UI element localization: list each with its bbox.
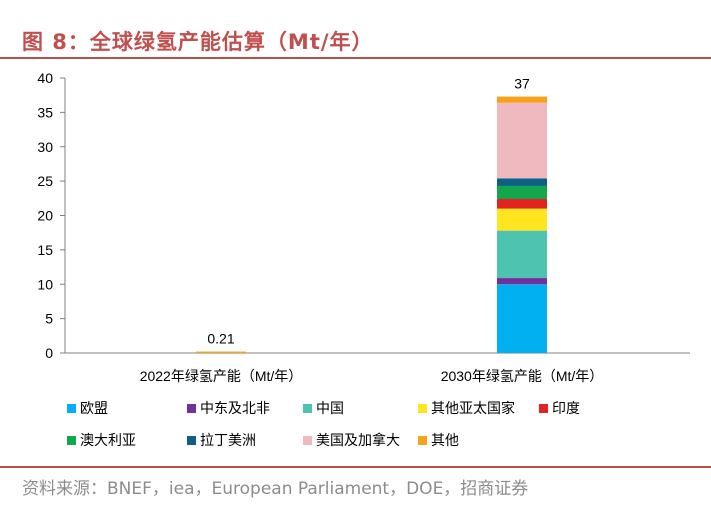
legend-label-欧盟: 欧盟 <box>80 400 108 416</box>
x-category-label: 2022年绿氢产能（Mt/年） <box>140 368 303 384</box>
bar-segment-1-其他 <box>497 96 547 103</box>
bar-total-label: 0.21 <box>207 331 234 347</box>
legend-label-印度: 印度 <box>552 400 580 416</box>
legend-swatch-欧盟 <box>67 404 76 413</box>
bar-segment-1-拉丁美洲 <box>497 178 547 186</box>
legend-swatch-印度 <box>539 404 548 413</box>
y-tick-label: 10 <box>37 276 53 292</box>
legend-label-美国及加拿大: 美国及加拿大 <box>316 432 400 448</box>
bar-segment-1-美国及加拿大 <box>497 102 547 179</box>
bar-segment-1-澳大利亚 <box>497 185 547 199</box>
y-tick-label: 15 <box>37 242 53 258</box>
legend-swatch-其他亚太国家 <box>418 404 427 413</box>
bar-segment-1-印度 <box>497 199 547 209</box>
y-tick-label: 30 <box>37 139 53 155</box>
stacked-bar-chart: 0 5 10 15 20 25 30 35 40 0.21 2022年绿氢产能（Mt/年） 37 203… <box>37 70 690 448</box>
legend-label-其他: 其他 <box>431 432 459 448</box>
legend-swatch-拉丁美洲 <box>187 436 196 445</box>
source-note: 资料来源：BNEF，iea，European Parliament，DOE，招商… <box>22 479 529 499</box>
legend-swatch-美国及加拿大 <box>303 436 312 445</box>
y-tick-label: 5 <box>45 311 53 327</box>
title-divider <box>0 57 711 59</box>
bar-total-label: 37 <box>514 76 530 92</box>
legend-label-澳大利亚: 澳大利亚 <box>80 432 136 448</box>
legend-label-中东及北非: 中东及北非 <box>200 400 270 416</box>
y-tick-label: 20 <box>37 208 53 224</box>
y-tick-label: 40 <box>37 70 53 86</box>
bar-segment-1-中东及北非 <box>497 278 547 285</box>
x-category-label: 2030年绿氢产能（Mt/年） <box>441 368 604 384</box>
legend-swatch-中国 <box>303 404 312 413</box>
y-tick-label: 25 <box>37 173 53 189</box>
bar-segment-1-其他亚太国家 <box>497 208 547 231</box>
legend-label-其他亚太国家: 其他亚太国家 <box>431 400 515 416</box>
legend-swatch-澳大利亚 <box>67 436 76 445</box>
bar-segment-0-其他 <box>196 351 246 353</box>
legend-label-拉丁美洲: 拉丁美洲 <box>200 432 256 448</box>
y-tick-label: 35 <box>37 104 53 120</box>
source-divider <box>0 466 711 468</box>
bar-segment-1-中国 <box>497 230 547 279</box>
bar-segment-1-欧盟 <box>497 284 547 353</box>
legend-label-中国: 中国 <box>316 400 344 416</box>
y-tick-label: 0 <box>45 345 53 361</box>
figure-title: 图 8：全球绿氢产能估算（Mt/年） <box>22 30 374 54</box>
legend-swatch-中东及北非 <box>187 404 196 413</box>
legend-swatch-其他 <box>418 436 427 445</box>
